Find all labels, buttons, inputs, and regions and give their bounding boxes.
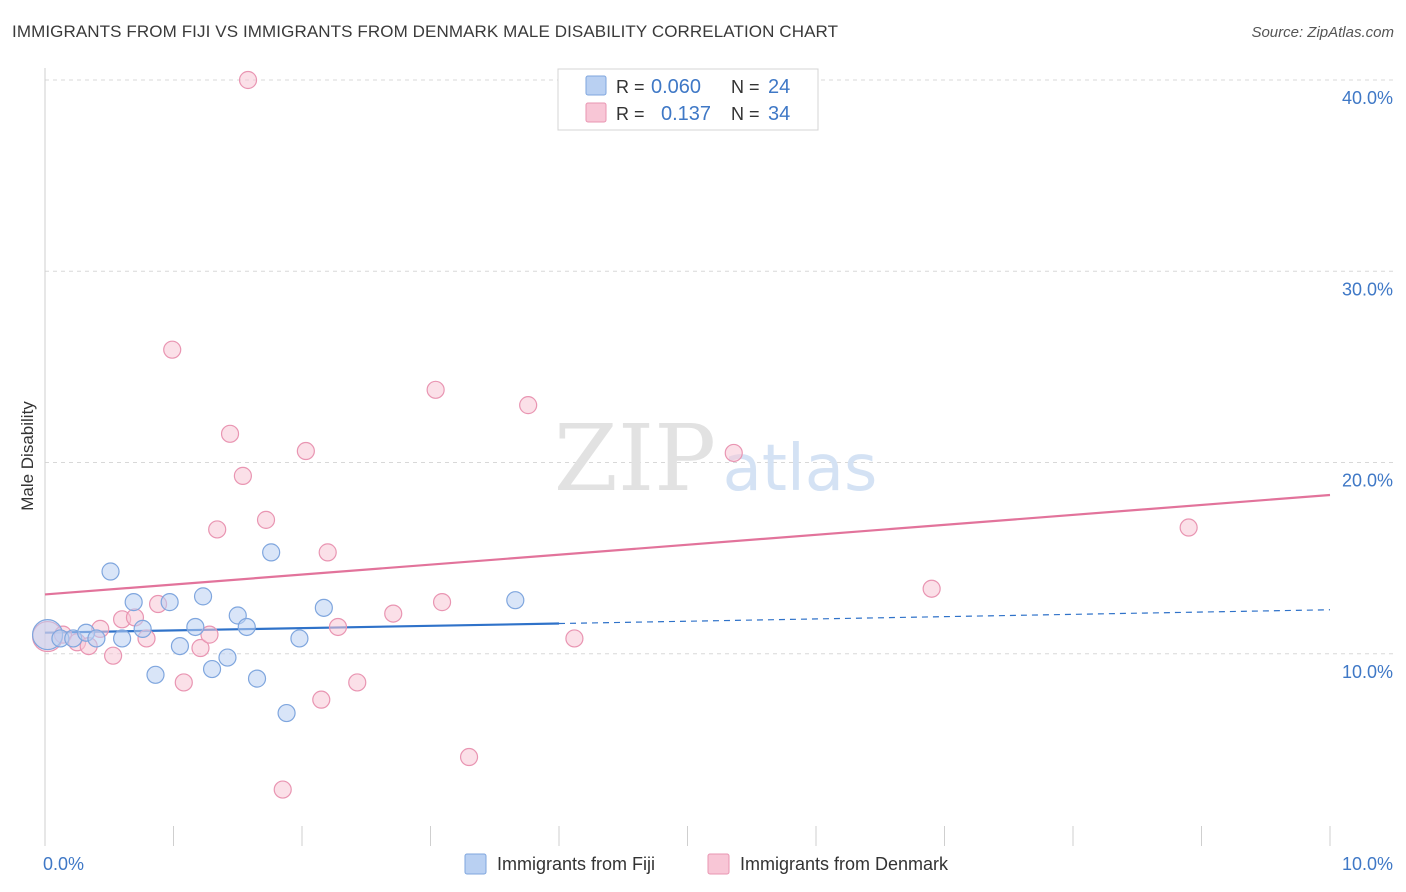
watermark: ZIP atlas bbox=[554, 405, 877, 512]
point-denmark bbox=[296, 441, 315, 461]
point-denmark bbox=[922, 579, 941, 598]
point-denmark bbox=[256, 510, 276, 529]
trend-line-fiji bbox=[44, 622, 560, 634]
point-denmark bbox=[238, 70, 258, 90]
point-denmark bbox=[200, 625, 219, 644]
gridlines bbox=[45, 79, 1395, 655]
point-denmark bbox=[519, 396, 538, 415]
chart-title: IMMIGRANTS FROM FIJI VS IMMIGRANTS FROM … bbox=[12, 22, 839, 41]
trend-lines bbox=[44, 493, 1331, 634]
point-fiji bbox=[146, 665, 165, 684]
y-tick-label: 40.0% bbox=[1342, 88, 1393, 108]
axes: 10.0% 20.0% 30.0% 40.0% 0.0% 10.0% bbox=[43, 68, 1393, 874]
trend-line-denmark bbox=[44, 493, 1331, 596]
x-tick-label-max: 10.0% bbox=[1342, 854, 1393, 874]
point-fiji bbox=[202, 659, 222, 679]
legend-r-value-denmark: 0.137 bbox=[661, 103, 711, 125]
point-denmark bbox=[384, 604, 403, 623]
series-legend: Immigrants from Fiji Immigrants from Den… bbox=[464, 853, 949, 875]
point-denmark bbox=[273, 780, 292, 799]
point-denmark bbox=[233, 466, 252, 485]
series-legend-swatch-fiji bbox=[464, 853, 487, 875]
point-fiji bbox=[218, 648, 237, 667]
point-denmark bbox=[191, 638, 210, 658]
point-denmark bbox=[318, 543, 337, 562]
point-fiji bbox=[277, 703, 296, 723]
source-label: Source: ZipAtlas.com bbox=[1251, 24, 1394, 41]
point-fiji bbox=[160, 593, 179, 612]
point-denmark bbox=[432, 593, 452, 612]
point-fiji bbox=[124, 593, 143, 612]
legend-r-label-fiji: R = bbox=[616, 77, 645, 97]
point-denmark bbox=[174, 673, 193, 692]
watermark-zip: ZIP bbox=[554, 405, 716, 512]
point-denmark bbox=[348, 673, 367, 692]
point-denmark bbox=[1179, 518, 1198, 537]
watermark-atlas: atlas bbox=[723, 432, 878, 506]
point-fiji bbox=[112, 629, 132, 648]
series-legend-swatch-denmark bbox=[707, 853, 730, 875]
data-points bbox=[31, 70, 1198, 799]
point-fiji bbox=[170, 636, 190, 656]
point-fiji bbox=[186, 617, 205, 637]
point-fiji bbox=[506, 591, 525, 610]
legend: R = 0.060 N = 24 R = 0.137 N = 34 bbox=[557, 68, 819, 131]
point-fiji bbox=[262, 543, 281, 562]
point-denmark bbox=[312, 690, 331, 709]
legend-n-label-denmark: N = bbox=[731, 104, 760, 124]
point-denmark bbox=[459, 747, 479, 767]
x-tick-label-min: 0.0% bbox=[43, 854, 84, 874]
series-legend-label-fiji: Immigrants from Fiji bbox=[497, 854, 655, 874]
point-fiji bbox=[101, 562, 120, 581]
y-tick-label: 30.0% bbox=[1342, 279, 1393, 299]
point-denmark bbox=[426, 380, 445, 399]
point-fiji bbox=[87, 629, 106, 648]
legend-n-value-fiji: 24 bbox=[768, 76, 790, 98]
point-fiji bbox=[133, 619, 152, 638]
legend-swatch-denmark bbox=[585, 102, 607, 123]
point-denmark bbox=[328, 617, 348, 637]
y-tick-label: 20.0% bbox=[1342, 471, 1393, 491]
point-fiji bbox=[314, 598, 333, 617]
legend-swatch-fiji bbox=[585, 75, 607, 96]
legend-r-value-fiji: 0.060 bbox=[651, 76, 701, 98]
point-denmark bbox=[163, 340, 182, 359]
point-fiji bbox=[290, 629, 309, 648]
legend-r-label-denmark: R = bbox=[616, 104, 645, 124]
point-fiji bbox=[237, 617, 256, 637]
series-legend-label-denmark: Immigrants from Denmark bbox=[740, 854, 949, 874]
legend-n-value-denmark: 34 bbox=[768, 103, 790, 125]
point-fiji bbox=[247, 669, 267, 688]
point-denmark bbox=[104, 646, 123, 665]
point-denmark bbox=[220, 424, 240, 443]
legend-n-label-fiji: N = bbox=[731, 77, 760, 97]
trend-line-fiji-extrapolated bbox=[558, 609, 1331, 625]
point-denmark bbox=[565, 629, 584, 648]
point-denmark bbox=[208, 520, 227, 539]
y-tick-label: 10.0% bbox=[1342, 662, 1393, 682]
point-denmark bbox=[724, 443, 743, 463]
point-fiji bbox=[193, 587, 213, 606]
